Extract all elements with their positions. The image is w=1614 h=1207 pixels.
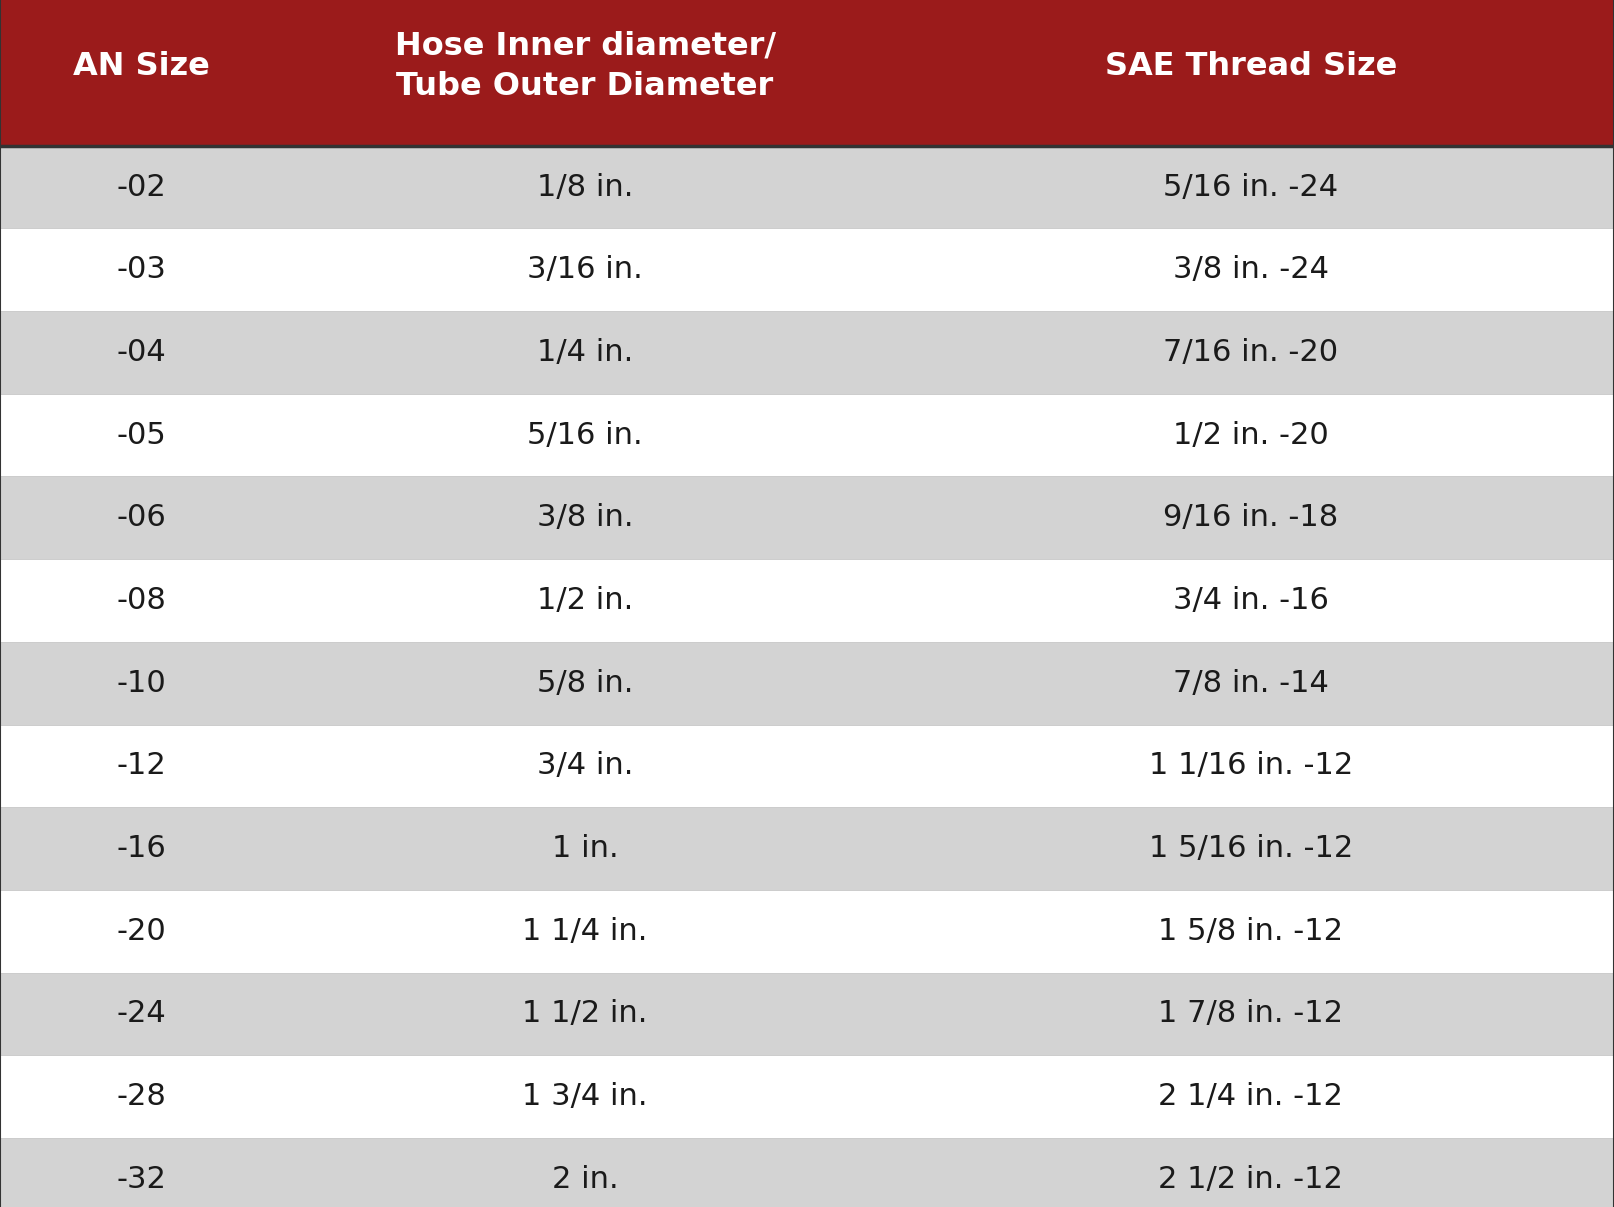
- Text: 1/2 in.: 1/2 in.: [537, 585, 633, 616]
- Bar: [282, 477, 888, 559]
- Bar: [282, 642, 888, 724]
- Bar: [888, 311, 1614, 393]
- Text: 2 1/2 in. -12: 2 1/2 in. -12: [1159, 1165, 1343, 1194]
- Text: 1 in.: 1 in.: [552, 834, 618, 863]
- Text: -05: -05: [116, 420, 166, 450]
- Text: 1 1/16 in. -12: 1 1/16 in. -12: [1149, 751, 1353, 781]
- Text: -02: -02: [116, 173, 166, 202]
- Text: -06: -06: [116, 503, 166, 532]
- Bar: [282, 1055, 888, 1138]
- Text: 5/16 in.: 5/16 in.: [528, 420, 642, 450]
- Bar: [888, 1138, 1614, 1207]
- Bar: [282, 1138, 888, 1207]
- Text: 7/8 in. -14: 7/8 in. -14: [1173, 669, 1328, 698]
- Text: 5/16 in. -24: 5/16 in. -24: [1164, 173, 1338, 202]
- Bar: [0, 228, 282, 311]
- Text: -10: -10: [116, 669, 166, 698]
- Bar: [888, 146, 1614, 228]
- Bar: [0, 1138, 282, 1207]
- Text: -04: -04: [116, 338, 166, 367]
- Text: 9/16 in. -18: 9/16 in. -18: [1164, 503, 1338, 532]
- Text: -32: -32: [116, 1165, 166, 1194]
- Bar: [888, 1055, 1614, 1138]
- Text: -16: -16: [116, 834, 166, 863]
- Bar: [0, 311, 282, 393]
- Bar: [888, 724, 1614, 807]
- Text: 1 3/4 in.: 1 3/4 in.: [523, 1081, 647, 1112]
- Bar: [0, 393, 282, 477]
- Bar: [0, 559, 282, 642]
- Text: 1/4 in.: 1/4 in.: [537, 338, 633, 367]
- Text: -28: -28: [116, 1081, 166, 1112]
- Text: 2 in.: 2 in.: [552, 1165, 618, 1194]
- Text: 3/4 in. -16: 3/4 in. -16: [1173, 585, 1328, 616]
- Text: 3/8 in. -24: 3/8 in. -24: [1173, 255, 1328, 285]
- Text: -03: -03: [116, 255, 166, 285]
- Bar: [888, 890, 1614, 973]
- Text: 1 5/8 in. -12: 1 5/8 in. -12: [1159, 916, 1343, 946]
- Bar: [0, 477, 282, 559]
- Bar: [888, 973, 1614, 1055]
- Bar: [888, 228, 1614, 311]
- Text: 1/8 in.: 1/8 in.: [537, 173, 633, 202]
- Bar: [0, 890, 282, 973]
- Bar: [282, 146, 888, 228]
- Bar: [888, 559, 1614, 642]
- Text: 1 5/16 in. -12: 1 5/16 in. -12: [1149, 834, 1353, 863]
- Text: 1 7/8 in. -12: 1 7/8 in. -12: [1159, 999, 1343, 1028]
- Bar: [0, 973, 282, 1055]
- Text: 3/16 in.: 3/16 in.: [528, 255, 642, 285]
- Bar: [0, 642, 282, 724]
- Bar: [282, 393, 888, 477]
- Bar: [282, 724, 888, 807]
- Bar: [0, 807, 282, 890]
- Bar: [0, 1055, 282, 1138]
- Bar: [0, 724, 282, 807]
- Bar: [888, 477, 1614, 559]
- Text: 3/4 in.: 3/4 in.: [537, 751, 633, 781]
- Bar: [282, 807, 888, 890]
- Bar: [888, 807, 1614, 890]
- Text: 1 1/2 in.: 1 1/2 in.: [523, 999, 647, 1028]
- Bar: [0, 0, 282, 146]
- Text: Hose Inner diameter/
Tube Outer Diameter: Hose Inner diameter/ Tube Outer Diameter: [394, 30, 776, 101]
- Text: 3/8 in.: 3/8 in.: [537, 503, 633, 532]
- Text: 1/2 in. -20: 1/2 in. -20: [1173, 420, 1328, 450]
- Bar: [282, 0, 888, 146]
- Text: -20: -20: [116, 916, 166, 946]
- Bar: [282, 311, 888, 393]
- Text: 2 1/4 in. -12: 2 1/4 in. -12: [1159, 1081, 1343, 1112]
- Bar: [888, 642, 1614, 724]
- Text: 5/8 in.: 5/8 in.: [537, 669, 633, 698]
- Text: 1 1/4 in.: 1 1/4 in.: [523, 916, 647, 946]
- Text: AN Size: AN Size: [73, 51, 210, 82]
- Bar: [282, 559, 888, 642]
- Text: SAE Thread Size: SAE Thread Size: [1104, 51, 1398, 82]
- Bar: [888, 393, 1614, 477]
- Bar: [888, 0, 1614, 146]
- Bar: [282, 890, 888, 973]
- Bar: [282, 973, 888, 1055]
- Text: 7/16 in. -20: 7/16 in. -20: [1164, 338, 1338, 367]
- Bar: [0, 146, 282, 228]
- Text: -24: -24: [116, 999, 166, 1028]
- Text: -08: -08: [116, 585, 166, 616]
- Bar: [282, 228, 888, 311]
- Text: -12: -12: [116, 751, 166, 781]
